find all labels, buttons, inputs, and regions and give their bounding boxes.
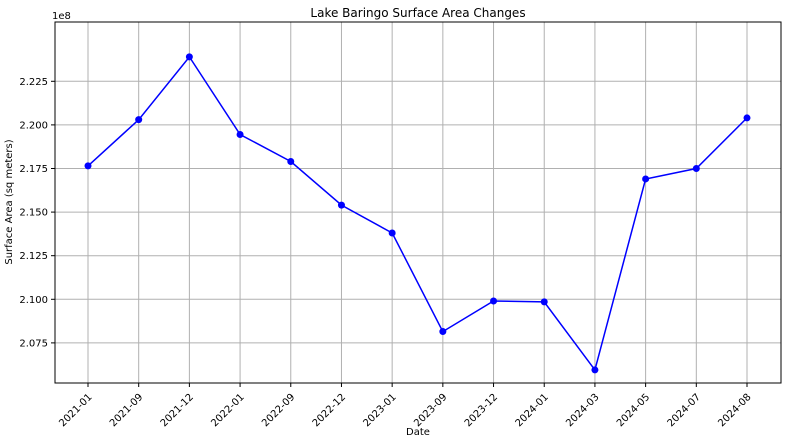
x-axis-label: Date	[406, 427, 430, 438]
data-point	[84, 162, 92, 170]
data-point	[337, 201, 345, 209]
y-tick-label: 2.225	[19, 77, 48, 88]
data-point	[236, 130, 244, 138]
data-point	[692, 164, 700, 172]
data-series	[84, 53, 751, 374]
y-tick-label: 2.075	[19, 338, 48, 349]
data-point	[743, 114, 751, 122]
data-point	[439, 328, 447, 336]
y-tick-label: 2.125	[19, 251, 48, 262]
data-point	[388, 229, 396, 237]
y-tick-label: 2.200	[19, 120, 48, 131]
y-tick-label: 2.150	[19, 208, 48, 219]
data-point	[135, 116, 143, 124]
data-point	[642, 175, 650, 183]
data-point	[540, 298, 548, 306]
chart-title: Lake Baringo Surface Area Changes	[310, 6, 525, 20]
y-tick-label: 2.175	[19, 164, 48, 175]
y-tick-label: 2.100	[19, 295, 48, 306]
y-axis-label: Surface Area (sq meters)	[4, 139, 15, 264]
series-line	[87, 55, 748, 372]
data-point	[185, 53, 193, 61]
y-offset-label: 1e8	[52, 11, 71, 22]
plot-area-frame	[54, 21, 782, 384]
data-point	[287, 158, 295, 166]
data-point	[591, 366, 599, 374]
y-axis-ticks: 2.075 2.100 2.125 2.150 2.175 2.200 2.225	[19, 77, 55, 349]
data-point	[490, 297, 498, 305]
grid-lines	[55, 22, 781, 383]
